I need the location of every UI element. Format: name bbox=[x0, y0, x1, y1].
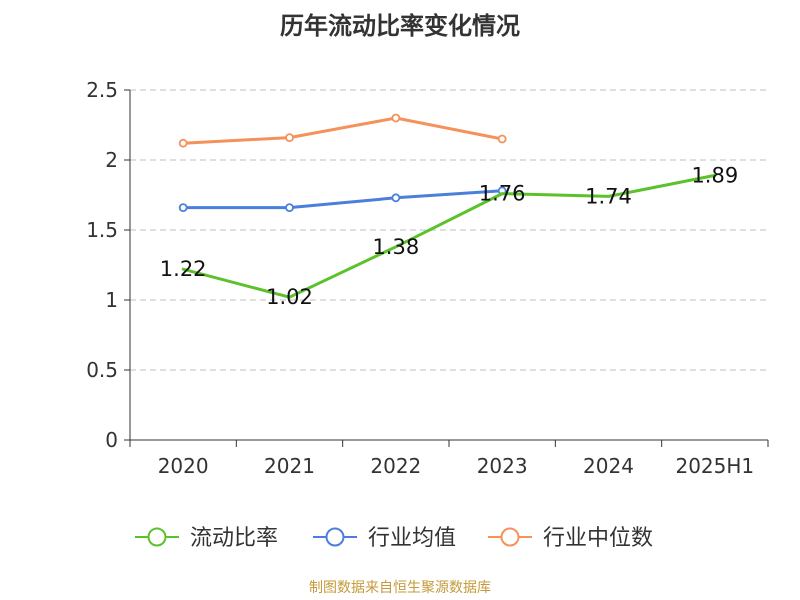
series-line-2 bbox=[181, 116, 504, 145]
y-tick-label: 2 bbox=[105, 148, 118, 172]
data-point bbox=[285, 133, 294, 143]
y-tick-label: 1 bbox=[105, 288, 118, 312]
legend-label: 行业中位数 bbox=[543, 526, 653, 551]
data-point bbox=[391, 193, 401, 203]
data-label: 1.74 bbox=[585, 184, 632, 208]
x-tick-label: 2021 bbox=[264, 454, 315, 478]
y-tick-label: 2.5 bbox=[86, 78, 118, 102]
data-label: 1.22 bbox=[160, 257, 207, 281]
legend-marker bbox=[500, 527, 520, 547]
x-tick-label: 2020 bbox=[158, 454, 209, 478]
legend-item-2[interactable]: 行业中位数 bbox=[488, 526, 653, 551]
grid-lines bbox=[130, 89, 768, 371]
legend-label: 流动比率 bbox=[190, 526, 278, 551]
axes: 0 0.5 1 1.5 2 2.5 2020 2021 2022 2023 2024 2025H1 bbox=[86, 78, 769, 478]
data-point bbox=[285, 203, 294, 213]
series-lines bbox=[178, 113, 717, 299]
data-point bbox=[178, 138, 188, 148]
legend-item-1[interactable]: 行业均值 bbox=[313, 526, 456, 551]
data-point bbox=[391, 113, 401, 123]
data-label: 1.38 bbox=[372, 235, 419, 259]
legend: 流动比率 行业均值 行业中位数 bbox=[135, 526, 653, 551]
legend-marker bbox=[147, 527, 167, 547]
y-tick-label: 1.5 bbox=[86, 218, 118, 242]
x-tick-label: 2024 bbox=[583, 454, 634, 478]
y-tick-label: 0.5 bbox=[86, 358, 118, 382]
x-tick-label: 2023 bbox=[477, 454, 528, 478]
data-labels: 1.22 1.02 1.38 1.76 1.74 1.89 bbox=[160, 163, 738, 309]
legend-item-0[interactable]: 流动比率 bbox=[135, 526, 278, 551]
x-tick-label: 2022 bbox=[370, 454, 421, 478]
data-label: 1.89 bbox=[691, 163, 738, 187]
data-label: 1.76 bbox=[479, 182, 526, 206]
data-point bbox=[178, 203, 188, 213]
series-line-1 bbox=[181, 189, 504, 210]
x-tick-label: 2025H1 bbox=[675, 454, 754, 478]
chart-title: 历年流动比率变化情况 bbox=[280, 12, 520, 40]
source-footer: 制图数据来自恒生聚源数据库 bbox=[309, 580, 491, 596]
data-label: 1.02 bbox=[266, 285, 313, 309]
data-point bbox=[497, 134, 507, 144]
series-line-0 bbox=[181, 173, 717, 299]
legend-label: 行业均值 bbox=[368, 526, 456, 551]
y-tick-label: 0 bbox=[105, 428, 118, 452]
legend-marker bbox=[325, 527, 345, 547]
